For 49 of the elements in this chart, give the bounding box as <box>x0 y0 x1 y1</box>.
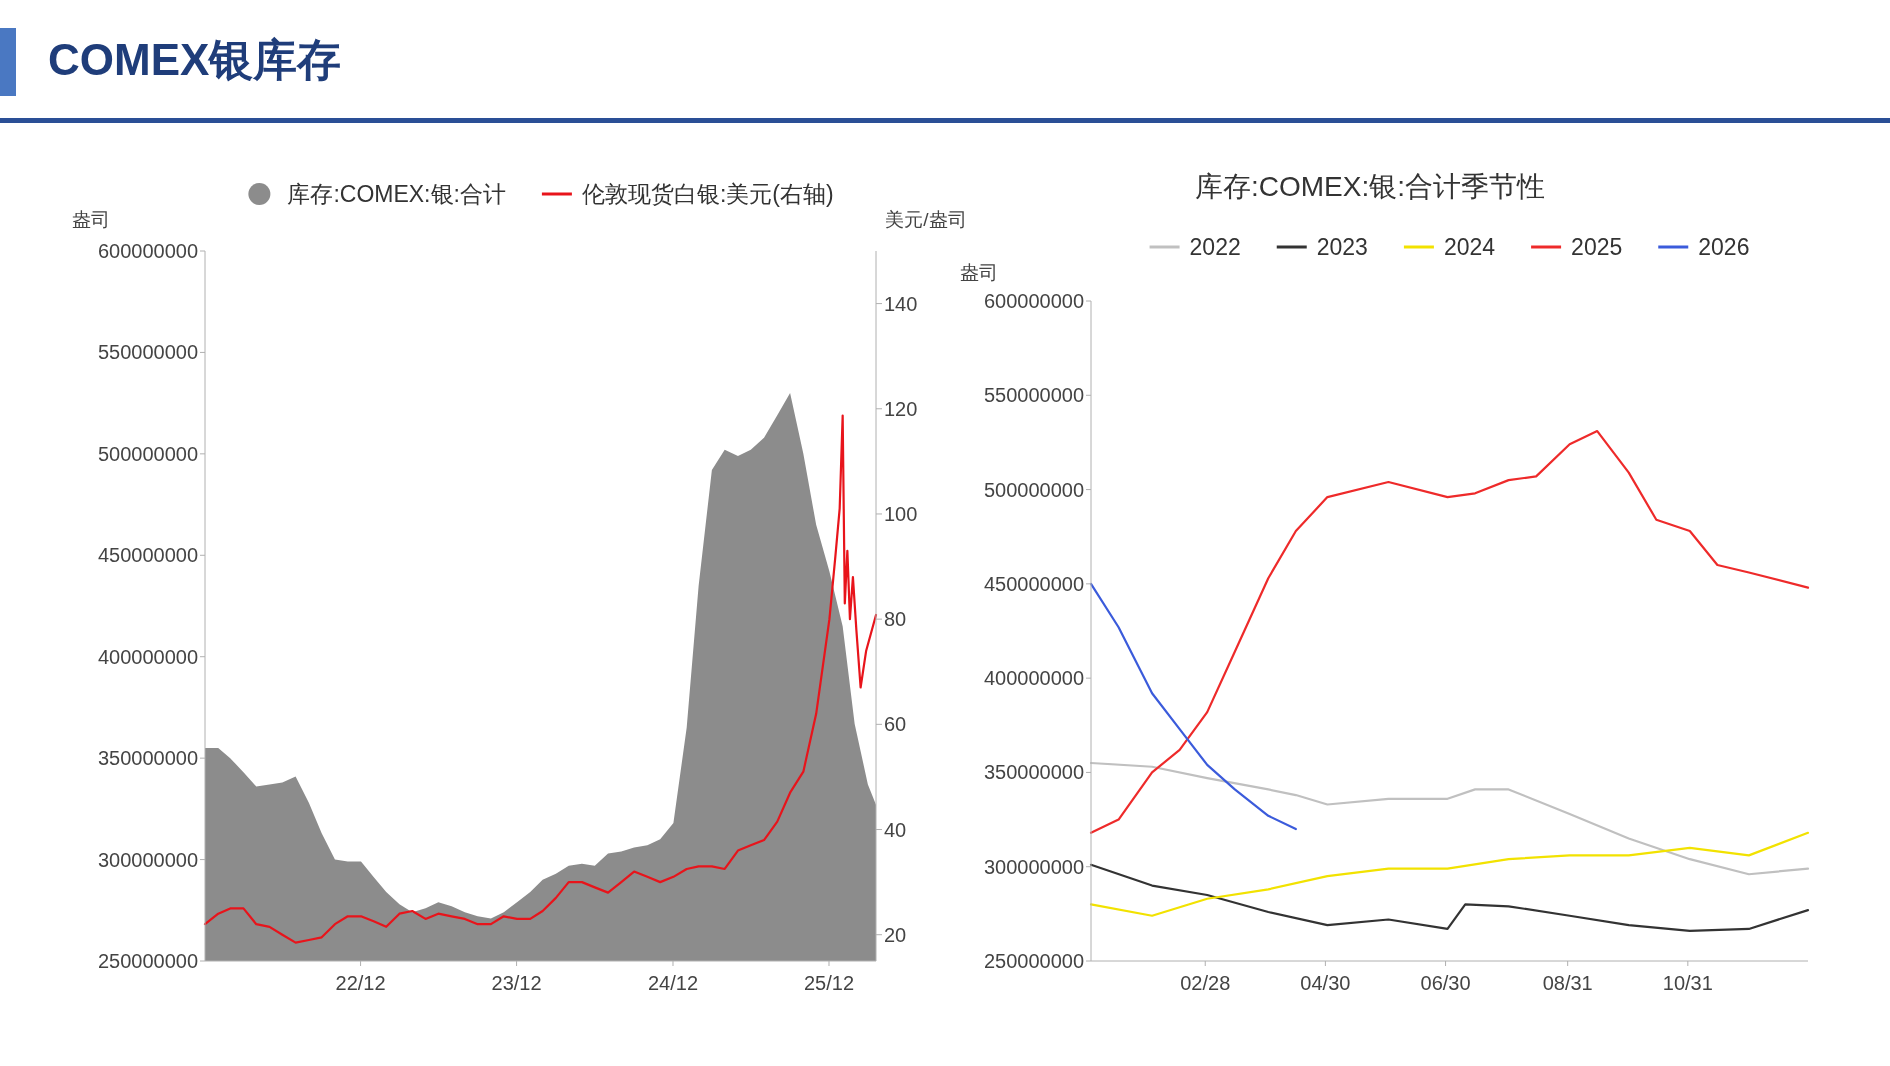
legend-label: 2024 <box>1443 234 1496 260</box>
x-tick-label: 08/31 <box>1542 972 1593 994</box>
legend-label: 2022 <box>1189 234 1241 260</box>
y-tick-label: 600000000 <box>97 240 198 262</box>
line-series <box>1089 582 1297 831</box>
y2-tick-label: 60 <box>884 713 907 736</box>
chart-title: COMEX银库存 <box>48 35 342 84</box>
y-tick-label: 400000000 <box>983 667 1084 690</box>
x-tick-label: 23/12 <box>491 972 542 994</box>
y2-tick-label: 100 <box>884 502 918 525</box>
line-series <box>1089 831 1810 917</box>
y-tick-label: 400000000 <box>97 645 198 668</box>
y2-tick-label: 20 <box>884 923 907 946</box>
y-tick-label: 350000000 <box>97 747 198 770</box>
y-tick-label: 550000000 <box>983 384 1084 407</box>
y-tick-label: 500000000 <box>97 442 198 465</box>
y-tick-label: 250000000 <box>97 950 198 972</box>
y-tick-label: 250000000 <box>983 950 1084 972</box>
y-tick-label: 550000000 <box>97 341 198 364</box>
y2-tick-label: 140 <box>884 292 918 315</box>
y2-tick-label: 80 <box>884 608 907 631</box>
x-tick-label: 06/30 <box>1420 972 1471 994</box>
y-tick-label: 450000000 <box>97 544 198 567</box>
line-series <box>1089 761 1810 876</box>
x-tick-label: 04/30 <box>1300 972 1351 994</box>
chart-title: 库存:COMEX:银:合计季节性 <box>1194 171 1546 202</box>
y-axis-title: 盎司 <box>72 209 110 230</box>
legend-label: 2025 <box>1571 234 1623 260</box>
line-series <box>1089 430 1810 834</box>
x-tick-label: 10/31 <box>1662 972 1713 994</box>
x-tick-label: 24/12 <box>647 972 699 994</box>
y-axis-title: 盎司 <box>960 262 998 283</box>
y2-tick-label: 120 <box>884 397 918 420</box>
y2-tick-label: 40 <box>884 818 907 841</box>
legend-label: 2026 <box>1698 234 1750 260</box>
y2-axis-title: 美元/盎司 <box>885 209 967 230</box>
y-tick-label: 300000000 <box>97 848 198 871</box>
x-tick-label: 02/28 <box>1180 972 1231 994</box>
legend-label: 伦敦现货白银:美元(右轴) <box>581 181 834 207</box>
legend-label: 2023 <box>1316 234 1368 260</box>
x-tick-label: 25/12 <box>803 972 855 994</box>
y-tick-label: 300000000 <box>983 855 1084 878</box>
y-tick-label: 600000000 <box>983 290 1084 312</box>
x-tick-label: 22/12 <box>335 972 386 994</box>
y-tick-label: 500000000 <box>983 478 1084 501</box>
y-tick-label: 450000000 <box>983 572 1084 595</box>
legend-label: 库存:COMEX:银:合计 <box>287 181 506 207</box>
y-tick-label: 350000000 <box>983 761 1084 784</box>
line-series <box>1089 863 1810 932</box>
